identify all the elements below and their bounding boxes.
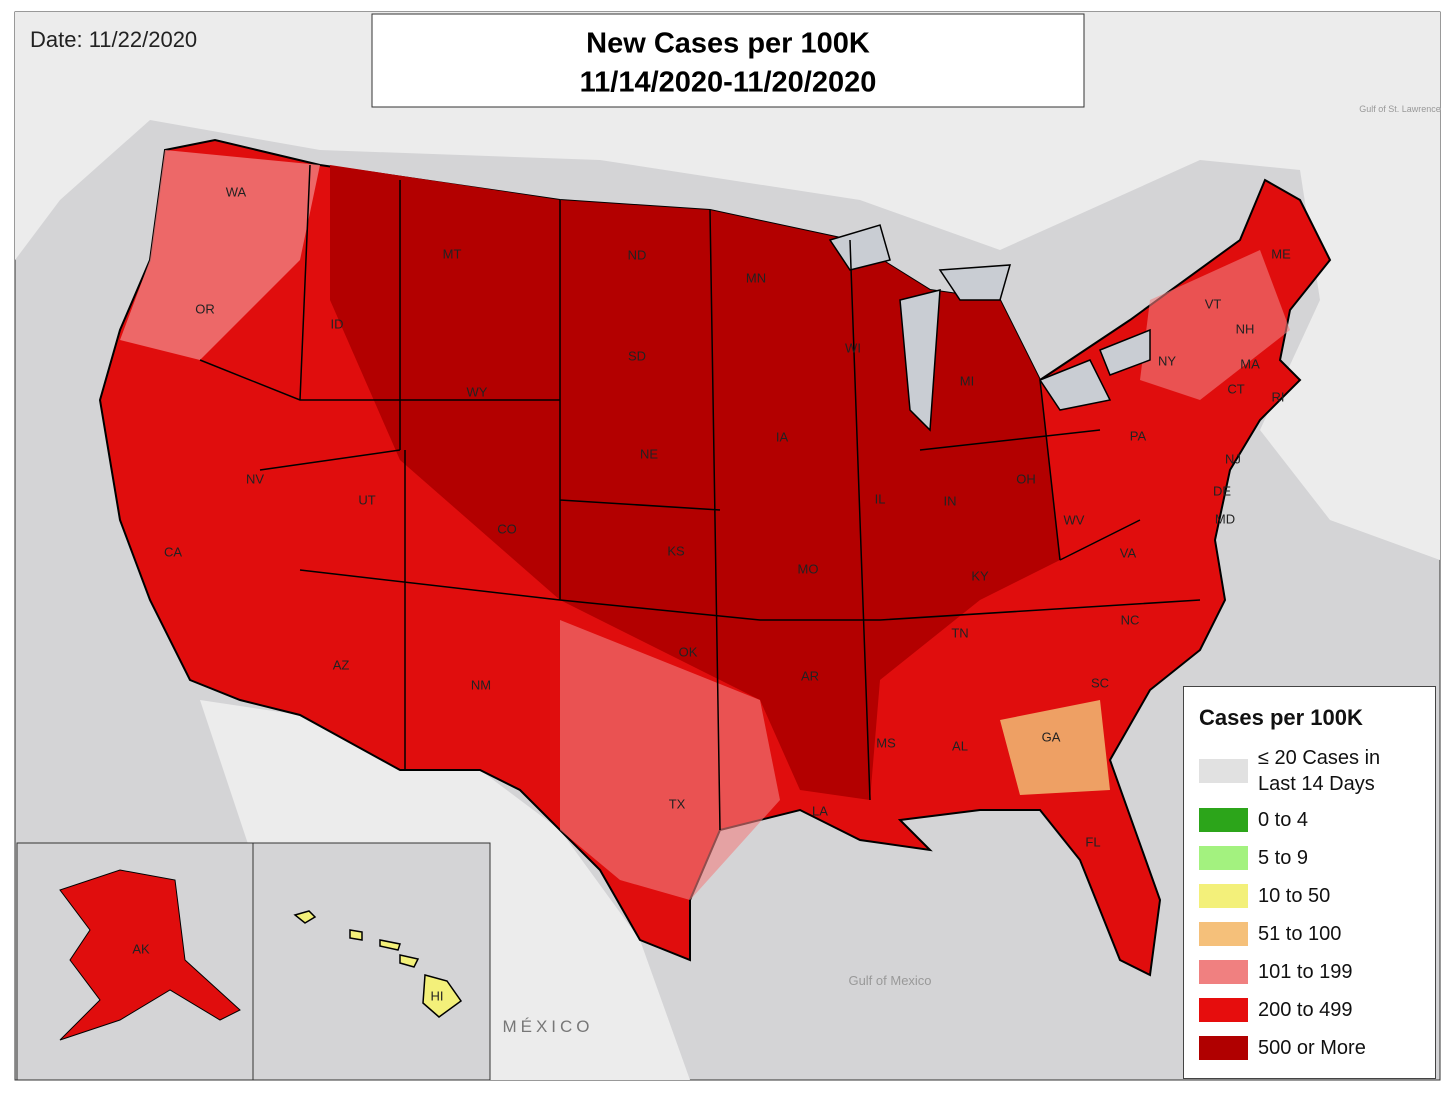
state-label: NC [1121,612,1140,627]
state-label: MO [798,561,819,576]
state-label: OR [195,301,215,316]
state-label: IL [875,491,886,506]
state-label: SD [628,348,646,363]
legend-item: 51 to 100 [1199,915,1435,953]
legend-label: 5 to 9 [1258,847,1309,869]
state-label: CT [1227,381,1244,396]
state-label: ID [331,316,344,331]
state-label: NV [246,471,264,486]
legend-label: 0 to 4 [1258,809,1309,831]
state-label: PA [1130,428,1147,443]
state-label: NY [1158,353,1176,368]
legend-item: 5 to 9 [1199,839,1435,877]
state-label: ME [1271,246,1291,261]
state-label: NH [1236,321,1255,336]
legend-label: ≤ 20 Cases in Last 14 Days [1258,747,1381,795]
state-label: OH [1016,471,1036,486]
state-label: HI [431,988,444,1003]
legend-label: 101 to 199 [1258,961,1353,983]
labels: WA OR CA NV ID MT WY UT AZ CO NM ND SD NE KS OK TX MN IA MO… [132,104,1440,1036]
legend-item: 500 or More [1199,1029,1435,1067]
region-texas [560,620,780,900]
state-label: IN [944,493,957,508]
legend: Cases per 100K ≤ 20 Cases in Last 14 Day… [1183,686,1436,1079]
state-label: LA [812,803,828,818]
state-label: MD [1215,511,1235,526]
state-label: GA [1042,729,1061,744]
state-label: SC [1091,675,1109,690]
region-pacific [120,150,320,360]
state-label: UT [358,492,375,507]
legend-items: ≤ 20 Cases in Last 14 Days 0 to 4 5 to 9 10… [1184,741,1435,1067]
map-label: MÉXICO [502,1017,593,1036]
title-box [371,13,1085,108]
state-label: AZ [333,657,350,672]
state-label: NM [471,677,491,692]
state-label: FL [1085,834,1100,849]
land-canada [600,12,1440,560]
legend-label: 10 to 50 [1258,885,1331,907]
state-label: KY [971,568,989,583]
state-label: VT [1205,296,1222,311]
legend-label: 51 to 100 [1258,923,1342,945]
state-label: OK [679,644,698,659]
state-label: MS [876,735,896,750]
state-label: IA [776,429,789,444]
hawaii-inset [252,842,491,1081]
subtitle: 11/14/2020-11/20/2020 [580,67,877,99]
state-label: AK [132,941,150,956]
region-northeast [1140,250,1290,400]
region-georgia [1000,700,1110,795]
map-label: Gulf of Mexico [848,973,931,988]
state-label: CA [164,544,182,559]
state-label: ND [628,247,647,262]
state-label: VA [1120,545,1137,560]
state-label: MI [960,373,974,388]
map-label: Gulf of St. Lawrence [1359,104,1441,114]
great-lakes [828,224,1151,432]
state-label: RI [1272,389,1285,404]
state-label: TX [669,796,686,811]
legend-swatch [1199,884,1248,908]
state-label: AL [952,738,968,753]
state-label: WA [226,184,247,199]
legend-swatch [1199,998,1248,1022]
legend-swatch [1199,808,1248,832]
state-label: MA [1240,356,1260,371]
hawaii [293,910,463,1018]
legend-title: Cases per 100K [1199,705,1363,730]
legend-label: 200 to 499 [1258,999,1353,1021]
state-label: AR [801,668,819,683]
state-label: NJ [1225,451,1241,466]
state-label: CO [497,521,517,536]
region-high [330,165,1060,800]
legend-item: 101 to 199 [1199,953,1435,991]
state-borders [199,164,1201,831]
legend-item: 10 to 50 [1199,877,1435,915]
state-label: MN [746,270,766,285]
legend-swatch [1199,759,1248,783]
legend-swatch [1199,846,1248,870]
legend-item: 0 to 4 [1199,801,1435,839]
state-label: DE [1213,483,1231,498]
legend-swatch [1199,1036,1248,1060]
legend-swatch [1199,960,1248,984]
state-label: WY [467,384,488,399]
legend-label: 500 or More [1258,1037,1366,1059]
title: New Cases per 100K [586,28,870,60]
legend-swatch [1199,922,1248,946]
state-label: WV [1064,512,1085,527]
legend-item: ≤ 20 Cases in Last 14 Days [1199,741,1435,801]
state-label: WI [845,340,861,355]
state-label: MT [443,246,462,261]
date: Date: 11/22/2020 [30,27,197,52]
legend-item: 200 to 499 [1199,991,1435,1029]
state-label: TN [951,625,968,640]
state-label: KS [667,543,685,558]
state-label: NE [640,446,658,461]
alaska [59,869,241,1041]
